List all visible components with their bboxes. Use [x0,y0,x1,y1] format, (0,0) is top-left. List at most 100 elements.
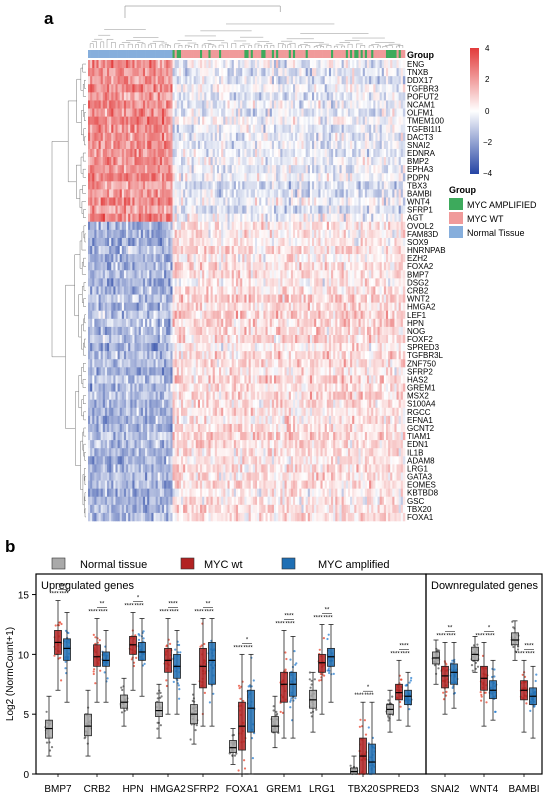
heatmap-cell [212,132,216,142]
heatmap-cell [191,60,194,69]
heatmap-cell [303,229,306,239]
heatmap-cell [223,270,226,279]
heatmap-cell [333,92,336,101]
heatmap-cell [214,68,218,77]
heatmap-cell [265,246,268,255]
heatmap-cell [121,246,125,255]
heatmap-cell [121,262,125,271]
heatmap-cell [161,246,165,255]
heatmap-cell [216,140,220,150]
heatmap-cell [121,124,125,134]
heatmap-cell [362,286,366,295]
heatmap-cell [371,286,374,295]
heatmap-cell [100,270,104,279]
heatmap-cell [377,221,380,231]
heatmap-cell [248,221,252,231]
heatmap-cell [90,221,93,231]
group-bar-cell [189,50,192,58]
heatmap-cell [130,246,133,255]
heatmap-cell [347,205,351,214]
heatmap-cell [164,237,167,247]
heatmap-cell [121,229,125,239]
heatmap-cell [164,148,167,158]
heatmap-cell [128,197,131,206]
heatmap-cell [111,270,114,279]
heatmap-cell [204,165,207,174]
heatmap-cell [282,278,285,287]
heatmap-cell [176,278,180,287]
heatmap-cell [92,76,95,85]
heatmap-cell [117,92,120,101]
heatmap-cell [227,262,230,271]
heatmap-cell [102,221,106,231]
heatmap-cell [223,100,226,109]
heatmap-cell [170,237,173,247]
heatmap-cell [92,205,95,214]
heatmap-cell [157,278,161,287]
heatmap-cell [178,116,182,125]
heatmap-cell [238,189,241,198]
heatmap-cell [235,124,239,134]
heatmap-cell [360,237,364,247]
heatmap-cell [254,197,258,206]
heatmap-cell [320,221,323,231]
heatmap-cell [286,189,290,198]
heatmap-cell [371,92,374,101]
heatmap-cell [347,278,351,287]
heatmap-cell [206,189,209,198]
heatmap-cell [339,173,342,182]
heatmap-cell [117,197,120,206]
heatmap-cell [195,157,199,166]
heatmap-cell [111,246,114,255]
heatmap-cell [252,197,256,206]
heatmap-cell [320,108,323,117]
heatmap-cell [107,108,110,117]
heatmap-cell [210,76,213,85]
heatmap-cell [208,213,211,223]
heatmap-cell [208,229,211,239]
heatmap-cell [341,254,345,263]
heatmap-cell [168,254,171,263]
heatmap-cell [111,213,114,223]
heatmap-cell [337,108,340,117]
heatmap-cell [136,68,140,77]
heatmap-cell [320,132,323,142]
heatmap-cell [297,229,300,239]
heatmap-cell [364,140,368,150]
heatmap-cell [377,76,380,85]
heatmap-cell [178,100,182,109]
heatmap-cell [265,92,268,101]
heatmap-cell [223,213,226,223]
heatmap-cell [328,254,332,263]
heatmap-cell [267,60,271,69]
heatmap-cell [235,270,239,279]
heatmap-cell [155,148,159,158]
heatmap-cell [119,60,123,69]
heatmap-cell [358,181,361,190]
heatmap-cell [263,246,266,255]
heatmap-cell [132,116,135,125]
heatmap-cell [195,148,199,158]
heatmap-cell [231,286,235,295]
heatmap-cell [267,132,271,142]
heatmap-cell [269,221,273,231]
heatmap-cell [242,157,245,166]
group-bar-cell [312,50,315,58]
heatmap-cell [204,205,207,214]
heatmap-cell [102,229,106,239]
heatmap-cell [402,270,406,279]
heatmap-cell [341,140,345,150]
heatmap-cell [273,108,277,117]
heatmap-cell [379,197,383,206]
heatmap-cell [189,84,192,93]
heatmap-cell [271,229,275,239]
heatmap-cell [117,286,120,295]
heatmap-cell [189,165,192,174]
heatmap-cell [155,108,159,117]
heatmap-cell [197,205,201,214]
heatmap-cell [290,197,294,206]
heatmap-cell [153,262,156,271]
heatmap-cell [140,76,144,85]
heatmap-cell [364,197,368,206]
heatmap-cell [248,278,252,287]
